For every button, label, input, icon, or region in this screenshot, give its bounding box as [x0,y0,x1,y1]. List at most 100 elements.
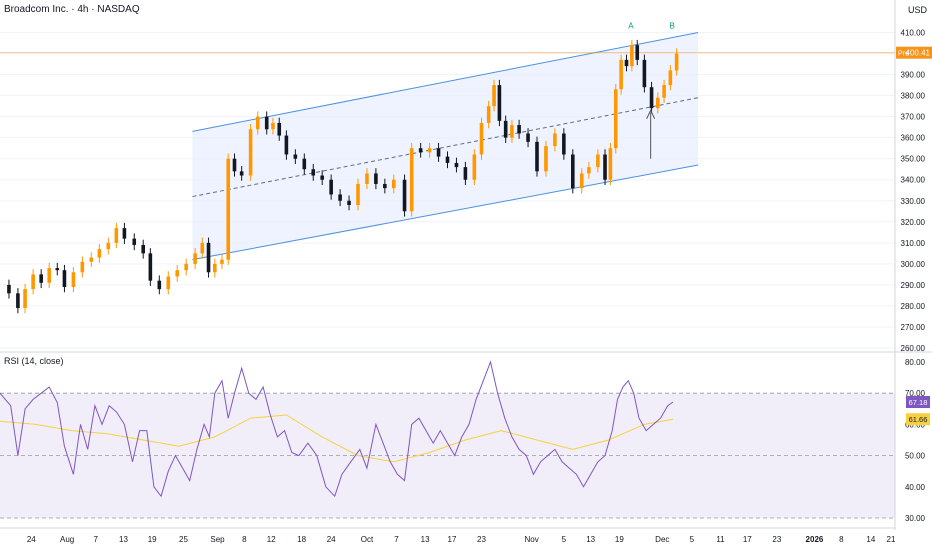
time-tick-label: 5 [562,535,567,544]
candle-body [148,253,153,281]
time-tick-label: 13 [421,535,430,544]
candle-body [587,167,591,174]
candle-body [624,59,629,67]
candle-body [277,122,282,136]
candle-body [157,280,162,290]
time-tick-label: 23 [772,535,781,544]
time-tick-label: 19 [148,535,157,544]
candle-body [445,156,450,163]
time-tick-label: 25 [179,535,188,544]
rsi-tick-label: 80.00 [905,358,926,367]
time-tick-label: Sep [210,535,225,544]
time-tick-label: Dec [655,535,669,544]
candle-body [662,85,666,98]
candle-body [656,97,660,109]
candle-body [492,85,496,107]
candle-body [674,53,679,71]
candle-body [374,173,378,184]
candle-body [7,284,11,294]
candle-body [213,263,217,273]
time-tick-label: 8 [839,535,844,544]
candle-body [62,270,67,288]
candle-body [402,179,407,212]
price-badge [896,46,932,59]
candle-body [649,87,654,109]
time-tick-label: 24 [327,535,336,544]
candle-body [579,173,584,189]
candle-body [544,146,548,172]
candle-body [486,106,491,123]
time-tick-label: 13 [586,535,595,544]
price-tick-label: 300.00 [901,260,926,269]
price-tick-label: 340.00 [901,176,926,185]
time-tick-label: 12 [267,535,276,544]
candle-body [71,272,76,288]
rsi-tick-label: 70.00 [905,389,926,398]
candle-body [535,141,539,172]
candle-body [392,179,396,189]
candle-body [517,125,521,134]
candle-body [166,276,171,290]
candle-body [226,158,231,260]
candle-body [497,85,502,121]
price-tick-label: 260.00 [901,344,926,353]
time-tick-label: Nov [525,535,539,544]
candle-body [55,268,60,271]
candle-body [383,183,387,189]
candle-body [248,129,253,176]
time-tick-label: 2026 [806,535,824,544]
time-tick-label: 7 [94,535,99,544]
candle-body [338,194,342,201]
candle-body [302,158,307,170]
candle-body [635,45,640,60]
candle-body [23,289,27,309]
candle-body [47,268,52,283]
rsi-title: RSI (14, close) [4,356,64,366]
candle-body [114,228,119,243]
time-tick-label: 11 [716,535,725,544]
time-tick-label: 14 [866,535,875,544]
candle-body [409,148,414,212]
time-tick-label: 17 [743,535,752,544]
candle-body [562,133,566,155]
candle-body [16,293,20,309]
candle-body [311,169,316,176]
price-tick-label: 290.00 [901,281,926,290]
candle-body [630,45,634,67]
price-tick-label: 320.00 [901,218,926,227]
channel-lower-line [192,164,699,261]
time-tick-label: 24 [27,535,36,544]
candle-body [39,274,43,283]
candle-body [613,89,618,149]
candle-body [97,249,102,258]
candle-body [193,253,197,264]
candle-body [132,238,137,245]
channel-upper-line [192,32,699,132]
candle-body [526,133,530,142]
candle-body [608,148,613,180]
candle-body [347,200,351,205]
chart-title: Broadcom Inc. · 4h · NASDAQ [4,4,140,15]
time-tick-label: 13 [119,535,128,544]
point-b-label: B [669,21,674,30]
candle-body [31,274,35,290]
candle-body [293,154,298,159]
rsi-ma-line [0,414,674,463]
rsi-ma-value: 61.66 [909,415,928,424]
candle-body [472,154,477,180]
time-tick-label: Oct [361,535,374,544]
rsi-line [0,360,674,498]
candle-body [356,183,360,205]
price-tick-label: 280.00 [901,302,926,311]
candle-body [463,167,468,180]
candle-body [329,179,333,195]
price-tick-label: 330.00 [901,197,926,206]
rsi-tick-label: 30.00 [905,514,926,523]
arrow-head-icon [646,109,656,119]
price-tick-label: 380.00 [901,92,926,101]
currency-label: USD [908,5,928,15]
candle-body [436,148,441,157]
price-tick-label: 350.00 [901,155,926,164]
